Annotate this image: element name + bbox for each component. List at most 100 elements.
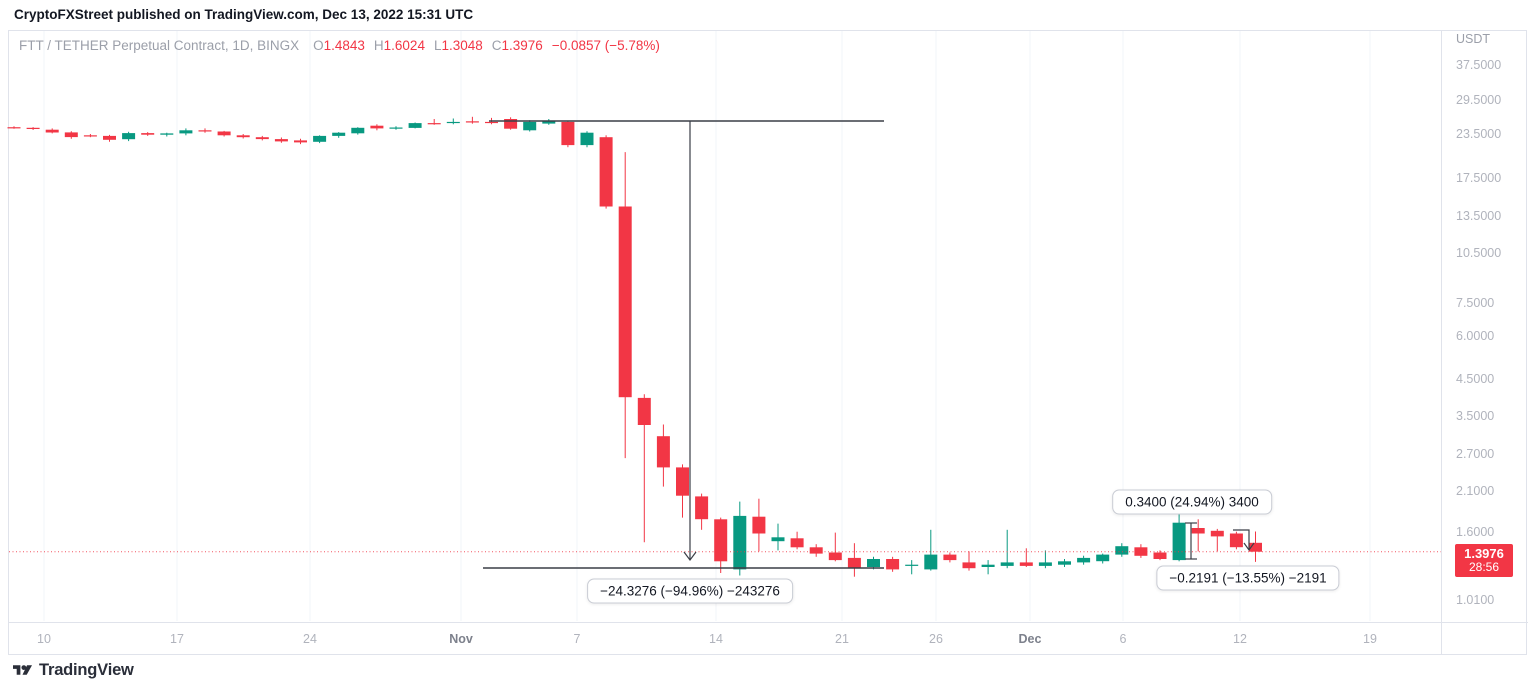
candle[interactable] — [943, 552, 957, 563]
candle[interactable] — [255, 135, 269, 141]
attribution-text: CryptoFXStreet published on TradingView.… — [14, 7, 474, 22]
price-tick-label: 17.5000 — [1456, 171, 1502, 185]
candle[interactable] — [294, 138, 307, 145]
candle[interactable] — [465, 116, 479, 124]
time-tick-label: Nov — [449, 632, 473, 646]
candle[interactable] — [160, 132, 174, 137]
symbol-legend[interactable]: FTT / TETHER Perpetual Contract, 1D, BIN… — [19, 38, 660, 53]
price-tick-label: 13.5000 — [1456, 209, 1502, 223]
candle[interactable] — [26, 127, 40, 130]
time-tick-label: 19 — [1363, 632, 1377, 646]
candle[interactable] — [1249, 531, 1262, 562]
candle[interactable] — [389, 126, 403, 130]
candle[interactable] — [1096, 553, 1110, 564]
low-value: 1.3048 — [441, 38, 483, 53]
candle[interactable] — [905, 560, 919, 575]
candle[interactable] — [1134, 544, 1148, 558]
bar-countdown: 28:56 — [1468, 560, 1500, 574]
price-axis-separator — [1441, 30, 1442, 654]
candle[interactable] — [1058, 559, 1071, 567]
candle[interactable] — [45, 128, 59, 134]
candle[interactable] — [446, 118, 460, 125]
time-axis-separator — [8, 622, 1528, 623]
candle[interactable] — [1172, 508, 1186, 562]
candle[interactable] — [886, 556, 900, 572]
candle[interactable] — [64, 131, 78, 139]
pump-range-label[interactable]: 0.3400 (24.94%) 3400 — [1112, 489, 1272, 515]
candle[interactable] — [809, 544, 823, 557]
candle[interactable] — [504, 117, 518, 130]
pullback-range-drawing[interactable] — [1233, 529, 1255, 552]
candle[interactable] — [561, 120, 575, 148]
candle[interactable] — [274, 137, 288, 143]
candle[interactable] — [179, 128, 193, 136]
current-price-value: 1.3976 — [1464, 546, 1504, 561]
candle[interactable] — [1191, 519, 1205, 552]
candle[interactable] — [790, 531, 804, 550]
price-tick-label: 2.7000 — [1456, 447, 1495, 461]
candle[interactable] — [7, 126, 21, 129]
candle[interactable] — [408, 122, 422, 129]
tradingview-logo[interactable]: TradingView — [13, 661, 134, 680]
candle[interactable] — [523, 120, 537, 132]
candle[interactable] — [122, 131, 136, 142]
candle[interactable] — [656, 424, 670, 487]
candle[interactable] — [103, 134, 116, 142]
candle[interactable] — [313, 135, 327, 144]
candle[interactable] — [1229, 531, 1243, 550]
pump-range-drawing[interactable] — [1185, 522, 1197, 560]
candle[interactable] — [1000, 529, 1014, 569]
candle[interactable] — [695, 493, 709, 530]
candle[interactable] — [370, 124, 384, 131]
close-value: 1.3976 — [501, 38, 543, 53]
candle[interactable] — [1019, 548, 1033, 567]
candle[interactable] — [599, 135, 613, 209]
candle[interactable] — [1210, 528, 1224, 552]
high-value: 1.6024 — [383, 38, 425, 53]
candle[interactable] — [828, 532, 842, 562]
candle[interactable] — [1115, 543, 1129, 557]
candle[interactable] — [733, 501, 747, 576]
candle[interactable] — [580, 131, 594, 148]
price-tick-label: 1.0100 — [1456, 593, 1495, 607]
time-tick-label: 24 — [303, 632, 317, 646]
candle[interactable] — [771, 523, 785, 551]
candle[interactable] — [1038, 550, 1052, 569]
candle[interactable] — [236, 134, 250, 139]
candle[interactable] — [962, 551, 976, 571]
candle[interactable] — [637, 394, 651, 543]
candle[interactable] — [752, 498, 766, 552]
candle[interactable] — [1153, 550, 1167, 561]
candle[interactable] — [847, 543, 861, 577]
candle[interactable] — [332, 132, 346, 138]
candle[interactable] — [141, 132, 155, 136]
candle[interactable] — [1077, 555, 1091, 565]
price-tick-label: 37.5000 — [1456, 58, 1502, 72]
candle[interactable] — [924, 529, 938, 571]
current-price-badge: 1.3976 28:56 — [1455, 544, 1513, 577]
candle[interactable] — [714, 517, 728, 573]
candle[interactable] — [618, 152, 632, 459]
candle[interactable] — [676, 464, 689, 518]
pullback-range-label[interactable]: −0.2191 (−13.55%) −2191 — [1156, 565, 1340, 591]
candle[interactable] — [981, 560, 995, 575]
candle[interactable] — [542, 119, 556, 125]
candle[interactable] — [217, 130, 231, 137]
price-tick-label: 1.6000 — [1456, 525, 1495, 539]
time-tick-label: 21 — [835, 632, 849, 646]
high-label: H — [373, 38, 384, 53]
candle[interactable] — [198, 128, 212, 133]
low-label: L — [433, 38, 442, 53]
crash-range-label[interactable]: −24.3276 (−94.96%) −243276 — [587, 578, 793, 604]
crash-range-drawing[interactable] — [483, 120, 884, 569]
price-tick-label: 3.5000 — [1456, 409, 1495, 423]
candle[interactable] — [83, 134, 97, 138]
time-tick-label: Dec — [1018, 632, 1042, 646]
candle[interactable] — [351, 127, 365, 135]
open-value: 1.4843 — [323, 38, 365, 53]
price-tick-label: 23.5000 — [1456, 127, 1502, 141]
price-tick-label: 29.5000 — [1456, 93, 1502, 107]
candle[interactable] — [427, 119, 441, 125]
